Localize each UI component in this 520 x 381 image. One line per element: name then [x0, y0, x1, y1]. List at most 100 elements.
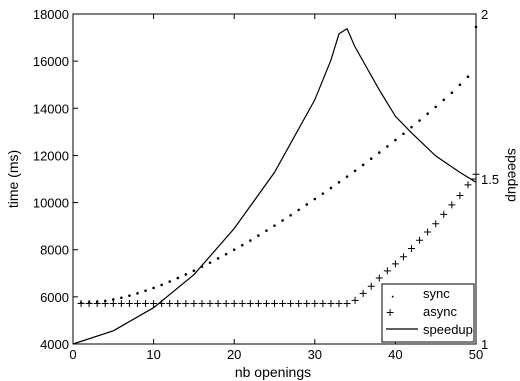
async-point [174, 299, 182, 307]
async-point [262, 299, 270, 307]
sync-point [353, 169, 357, 173]
sync-point [208, 261, 212, 264]
sync-point [216, 257, 220, 260]
sync-point [176, 276, 180, 280]
y-tick-label: 10000 [33, 196, 69, 211]
sync-point [273, 224, 276, 227]
sync-point [297, 208, 300, 212]
async-point [440, 210, 448, 218]
async-point [150, 299, 158, 307]
async-point [432, 220, 440, 228]
sync-point [410, 125, 413, 129]
async-point [464, 181, 472, 189]
sync-point [184, 273, 188, 276]
legend: · sync + async speedup [381, 283, 475, 343]
y-axis-right-label: speedup [505, 148, 520, 202]
y-tick-label: 4000 [40, 337, 69, 352]
sync-point [361, 163, 365, 167]
async-point [319, 299, 327, 307]
sync-point [345, 175, 349, 178]
sync-point [168, 280, 172, 283]
async-point [246, 299, 254, 307]
async-point [303, 299, 311, 307]
async-point [166, 299, 174, 307]
async-point [85, 299, 93, 307]
async-point [238, 299, 246, 307]
sync-point [144, 289, 147, 293]
y-right-tick-label: 1 [481, 337, 488, 352]
y-tick-label: 6000 [40, 290, 69, 305]
async-point [375, 274, 383, 282]
legend-marker-async: + [386, 304, 394, 320]
y-tick-label: 18000 [33, 7, 69, 22]
async-point [142, 299, 150, 307]
async-point [351, 296, 359, 304]
async-point [117, 299, 125, 307]
async-point [182, 299, 190, 307]
x-tick-label: 0 [69, 347, 76, 362]
y-tick-label: 12000 [33, 148, 69, 163]
async-point [279, 299, 287, 307]
sync-point [128, 294, 131, 297]
sync-point [232, 248, 236, 252]
sync-point [402, 132, 405, 136]
sync-point [160, 283, 163, 287]
y-tick-label: 14000 [33, 101, 69, 116]
sync-point [289, 214, 292, 217]
x-tick-label: 50 [469, 347, 483, 362]
async-point [77, 299, 85, 307]
sync-point [120, 296, 123, 300]
y-axis-label: time (ms) [5, 150, 21, 208]
sync-point [313, 197, 317, 201]
async-point [416, 236, 424, 244]
sync-point [192, 269, 196, 272]
sync-point [442, 98, 446, 102]
sync-point [281, 219, 284, 222]
sync-point [458, 83, 462, 87]
legend-label-sync: sync [423, 286, 450, 301]
async-point [399, 253, 407, 261]
async-point [222, 299, 230, 307]
legend-box [381, 283, 475, 343]
sync-point [265, 229, 268, 232]
async-point [359, 289, 367, 297]
sync-point [369, 157, 373, 161]
legend-marker-sync: · [390, 288, 395, 305]
async-point [343, 299, 351, 307]
sync-point [434, 105, 438, 109]
async-point [408, 245, 416, 253]
sync-point [466, 75, 470, 78]
x-axis-label: nb openings [235, 364, 311, 380]
x-tick-label: 10 [146, 347, 160, 362]
sync-point [377, 151, 381, 154]
x-tick-label: 30 [308, 347, 322, 362]
x-tick-label: 20 [227, 347, 241, 362]
async-point [254, 299, 262, 307]
sync-point [386, 145, 389, 148]
sync-point [224, 252, 228, 256]
async-point [271, 299, 278, 307]
async-point [125, 299, 133, 307]
async-point [287, 299, 295, 307]
sync-point [394, 138, 397, 142]
sync-point [240, 243, 244, 247]
async-point [230, 299, 238, 307]
async-point [367, 282, 375, 290]
y-tick-label: 16000 [33, 54, 69, 69]
async-point [214, 299, 222, 307]
async-point [101, 299, 109, 307]
sync-point [329, 186, 333, 190]
speedup-line [72, 27, 477, 345]
sync-point [112, 298, 115, 301]
async-point [311, 299, 319, 307]
sync-point [321, 192, 325, 195]
sync-point [152, 286, 155, 290]
async-point [448, 201, 456, 209]
async-point [383, 267, 391, 275]
async-point [93, 299, 101, 307]
async-point [133, 299, 141, 307]
async-point [456, 192, 464, 199]
sync-point [249, 239, 252, 242]
sync-point [418, 119, 421, 122]
